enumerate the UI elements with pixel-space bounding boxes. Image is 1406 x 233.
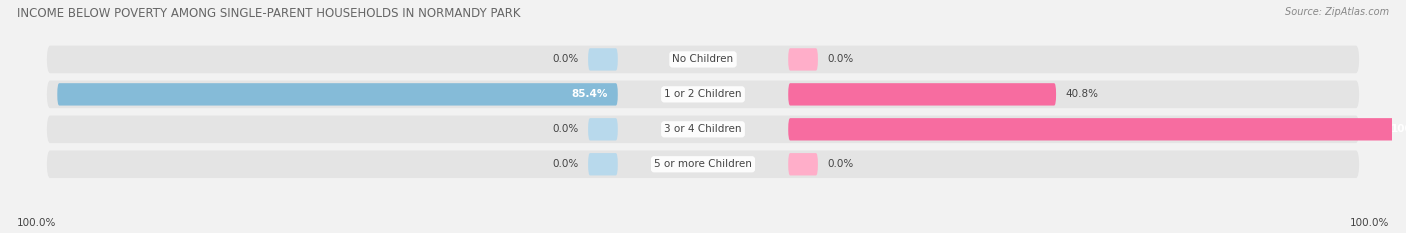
FancyBboxPatch shape: [46, 151, 1360, 178]
FancyBboxPatch shape: [789, 83, 1056, 106]
FancyBboxPatch shape: [46, 116, 1360, 143]
FancyBboxPatch shape: [789, 48, 818, 71]
Text: 40.8%: 40.8%: [1066, 89, 1099, 99]
Text: 0.0%: 0.0%: [828, 55, 853, 64]
FancyBboxPatch shape: [789, 118, 1406, 140]
FancyBboxPatch shape: [588, 118, 617, 140]
Text: 0.0%: 0.0%: [553, 159, 578, 169]
Text: 100.0%: 100.0%: [1350, 218, 1389, 228]
Text: 0.0%: 0.0%: [828, 159, 853, 169]
Text: 1 or 2 Children: 1 or 2 Children: [664, 89, 742, 99]
Text: 100.0%: 100.0%: [17, 218, 56, 228]
Text: Source: ZipAtlas.com: Source: ZipAtlas.com: [1285, 7, 1389, 17]
Text: 0.0%: 0.0%: [553, 55, 578, 64]
FancyBboxPatch shape: [588, 153, 617, 175]
Text: No Children: No Children: [672, 55, 734, 64]
FancyBboxPatch shape: [58, 83, 617, 106]
Text: 0.0%: 0.0%: [553, 124, 578, 134]
Text: 100.0%: 100.0%: [1391, 124, 1406, 134]
Text: 5 or more Children: 5 or more Children: [654, 159, 752, 169]
Text: INCOME BELOW POVERTY AMONG SINGLE-PARENT HOUSEHOLDS IN NORMANDY PARK: INCOME BELOW POVERTY AMONG SINGLE-PARENT…: [17, 7, 520, 20]
FancyBboxPatch shape: [46, 46, 1360, 73]
Text: 85.4%: 85.4%: [571, 89, 607, 99]
FancyBboxPatch shape: [588, 48, 617, 71]
FancyBboxPatch shape: [46, 81, 1360, 108]
FancyBboxPatch shape: [789, 153, 818, 175]
Text: 3 or 4 Children: 3 or 4 Children: [664, 124, 742, 134]
